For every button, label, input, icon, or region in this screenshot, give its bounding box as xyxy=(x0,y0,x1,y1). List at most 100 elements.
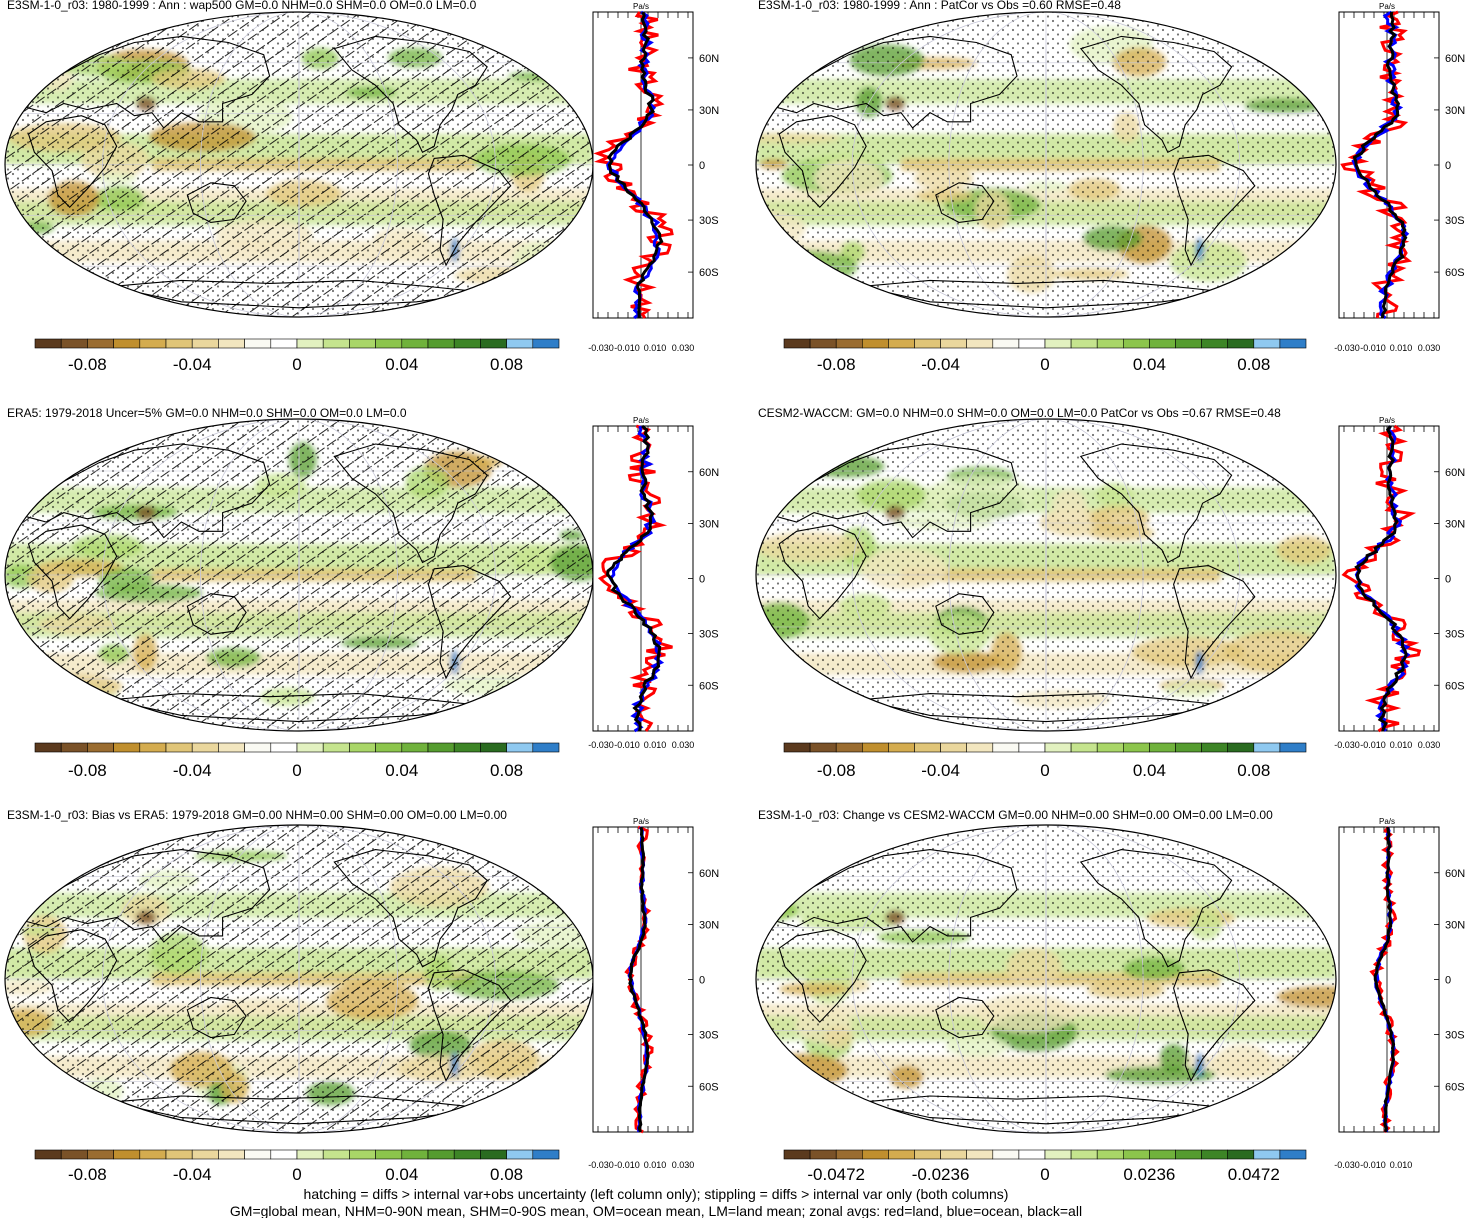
colorbar-swatch xyxy=(401,338,429,349)
coastline-namerica xyxy=(1079,443,1233,564)
colorbar-swatch xyxy=(87,742,114,753)
coastline-australia xyxy=(186,182,247,223)
zonal-x-tick-label: 0.030 xyxy=(672,343,695,353)
lat-tick-label: 0 xyxy=(699,160,705,172)
colorbar-swatch xyxy=(113,1149,141,1160)
map-border xyxy=(755,824,1337,1134)
zonal-mean-panel: Pa/s 60N 30N 0 30S 60S -0.030 -0.010 0.010 0.030 xyxy=(588,2,719,353)
map-border xyxy=(755,418,1337,732)
panel-3: ERA5: 1979-2018 Uncer=5% GM=0.0 NHM=0.0 … xyxy=(4,406,719,780)
colorbar-swatch xyxy=(1279,338,1307,349)
coastline-samerica xyxy=(427,565,512,680)
panel-6: E3SM-1-0_r03: Change vs CESM2-WACCM GM=0… xyxy=(755,808,1465,1184)
lat-tick-label: 60N xyxy=(699,868,719,880)
panel-title: ERA5: 1979-2018 Uncer=5% GM=0.0 NHM=0.0 … xyxy=(7,406,407,420)
colorbar-tick-label: 0.08 xyxy=(490,355,523,374)
colorbar: -0.08 -0.04 0 0.04 0.08 xyxy=(783,742,1307,780)
colorbar-swatch xyxy=(861,338,889,349)
colorbar-swatch xyxy=(165,1149,193,1160)
coastline-eurasia xyxy=(22,443,271,539)
colorbar-swatch xyxy=(165,338,193,349)
colorbar-swatch xyxy=(453,1149,481,1160)
colorbar-swatch xyxy=(139,1149,167,1160)
lat-tick-label: 0 xyxy=(1445,160,1451,172)
panel-title: CESM2-WACCM: GM=0.0 NHM=0.0 SHM=0.0 OM=0… xyxy=(758,406,1281,420)
colorbar-swatch xyxy=(165,742,193,753)
colorbar-tick-label: -0.08 xyxy=(68,761,107,780)
colorbar-swatch xyxy=(1149,742,1176,753)
zonal-x-tick-label: 0.030 xyxy=(1418,740,1441,750)
map xyxy=(5,419,593,731)
zonal-x-tick-label: 0.030 xyxy=(672,1160,695,1170)
lat-tick-label: 30N xyxy=(699,519,719,531)
map xyxy=(756,825,1336,1133)
coastline-africa xyxy=(27,929,118,1023)
coastline-eurasia xyxy=(772,849,1018,943)
lat-tick-label: 0 xyxy=(699,574,705,586)
colorbar-swatch xyxy=(113,742,141,753)
colorbar-swatch xyxy=(375,1149,403,1160)
colorbar-swatch xyxy=(1123,742,1150,753)
colorbar-tick-label: -0.08 xyxy=(68,1165,107,1184)
colorbar-swatch xyxy=(270,338,298,349)
coastline-samerica xyxy=(1173,969,1256,1082)
colorbar-tick-label: 0 xyxy=(1040,355,1049,374)
colorbar-tick-label: 0 xyxy=(1040,761,1049,780)
zonal-units: Pa/s xyxy=(633,817,649,826)
zonal-curve xyxy=(1340,10,1413,319)
colorbar-tick-label: 0.08 xyxy=(1237,761,1270,780)
colorbar-tick-label: -0.0236 xyxy=(912,1165,970,1184)
colorbar-tick-label: -0.04 xyxy=(173,761,212,780)
coastline-antarctica xyxy=(860,1095,1232,1125)
colorbar-swatch xyxy=(34,338,62,349)
coastline-samerica xyxy=(427,154,512,267)
coastline-antarctica xyxy=(110,1095,488,1125)
colorbar-swatch xyxy=(453,742,481,753)
colorbar-swatch xyxy=(835,742,863,753)
colorbar-tick-label: -0.04 xyxy=(921,761,960,780)
coastline-antarctica xyxy=(110,693,488,723)
colorbar-tick-label: -0.04 xyxy=(921,355,960,374)
panel-title: E3SM-1-0_r03: 1980-1999 : Ann : PatCor v… xyxy=(758,0,1121,12)
zonal-units: Pa/s xyxy=(1379,817,1395,826)
colorbar-swatch xyxy=(783,742,811,753)
colorbar-swatch xyxy=(992,1149,1020,1160)
coastline-africa xyxy=(778,929,867,1023)
colorbar-swatch xyxy=(532,338,560,349)
colorbar-swatch xyxy=(1070,338,1098,349)
zonal-mean-panel: Pa/s 60N 30N 0 30S 60S -0.030 -0.010 0.010 0.030 xyxy=(588,817,719,1170)
colorbar-swatch xyxy=(453,338,481,349)
colorbar-swatch xyxy=(1123,1149,1150,1160)
zonal-x-tick-label: -0.010 xyxy=(614,1160,640,1170)
coastline-australia xyxy=(186,996,247,1039)
colorbar-swatch xyxy=(1070,742,1098,753)
colorbar-swatch xyxy=(1175,742,1202,753)
colorbar-swatch xyxy=(480,1149,507,1160)
lat-tick-label: 30N xyxy=(1445,920,1465,932)
colorbar-swatch xyxy=(506,338,534,349)
colorbar-swatch xyxy=(783,338,811,349)
zonal-x-tick-label: 0.010 xyxy=(644,1160,667,1170)
colorbar-swatch xyxy=(1175,1149,1202,1160)
colorbar-swatch xyxy=(427,338,455,349)
lat-tick-label: 60S xyxy=(1445,267,1465,279)
zonal-x-tick-label: -0.010 xyxy=(614,343,640,353)
panel-4: CESM2-WACCM: GM=0.0 NHM=0.0 SHM=0.0 OM=0… xyxy=(755,406,1465,780)
lat-tick-label: 30N xyxy=(1445,519,1465,531)
coastline-africa xyxy=(27,524,118,620)
colorbar-swatch xyxy=(218,338,245,349)
lat-tick-label: 0 xyxy=(699,975,705,987)
zonal-x-tick-label: -0.010 xyxy=(1360,1160,1386,1170)
colorbar: -0.0472 -0.0236 0 0.0236 0.0472 xyxy=(783,1149,1307,1184)
zonal-units: Pa/s xyxy=(1379,416,1395,425)
colorbar-swatch xyxy=(966,742,994,753)
colorbar-swatch xyxy=(966,338,994,349)
lat-tick-label: 30N xyxy=(1445,105,1465,117)
colorbar-swatch xyxy=(218,742,245,753)
colorbar: -0.08 -0.04 0 0.04 0.08 xyxy=(34,1149,560,1184)
colorbar-swatch xyxy=(1018,338,1046,349)
colorbar-tick-label: -0.08 xyxy=(68,355,107,374)
colorbar-swatch xyxy=(1096,742,1124,753)
coastline-samerica xyxy=(1173,154,1256,267)
